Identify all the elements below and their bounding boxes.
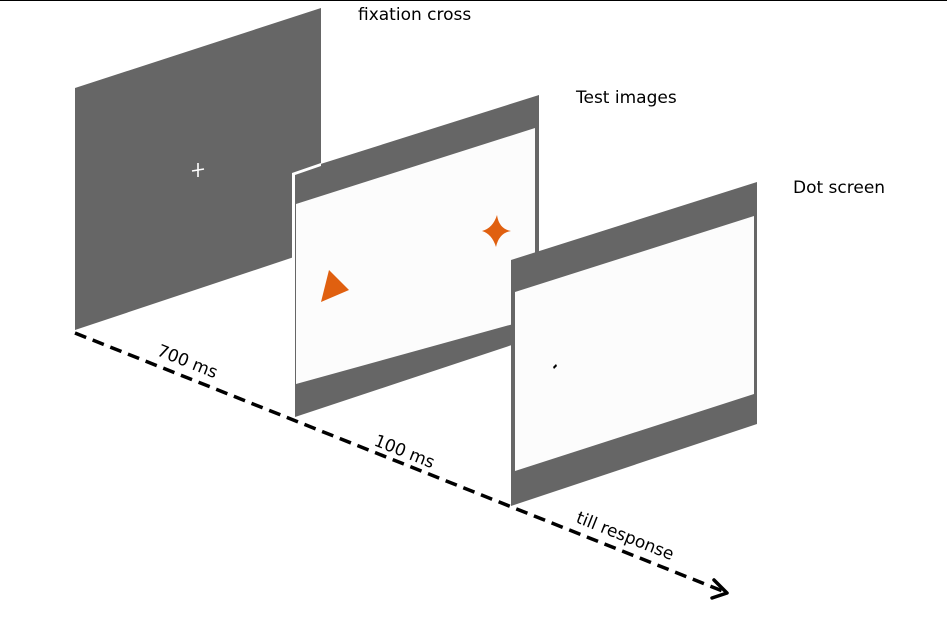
test-images-display-area bbox=[296, 128, 535, 384]
dot-screen-display-area bbox=[515, 216, 754, 471]
duration-label-100ms: 100 ms bbox=[371, 431, 437, 473]
plus-icon bbox=[191, 163, 205, 177]
fixation-screen bbox=[75, 8, 321, 330]
timeline bbox=[74, 331, 729, 600]
triangle-icon bbox=[321, 270, 349, 302]
test-images-screen bbox=[292, 95, 539, 418]
test-images-label: Test images bbox=[575, 88, 677, 108]
arrowhead-icon bbox=[710, 578, 729, 600]
dot-icon bbox=[553, 364, 557, 369]
four-point-star-icon bbox=[482, 215, 511, 247]
dot-screen-label: Dot screen bbox=[793, 178, 885, 198]
fixation-cross-label: fixation cross bbox=[358, 5, 471, 25]
dot-screen bbox=[511, 182, 757, 506]
test-images-screen-white-edge bbox=[292, 163, 321, 418]
timeline-dashed-line bbox=[74, 331, 726, 594]
